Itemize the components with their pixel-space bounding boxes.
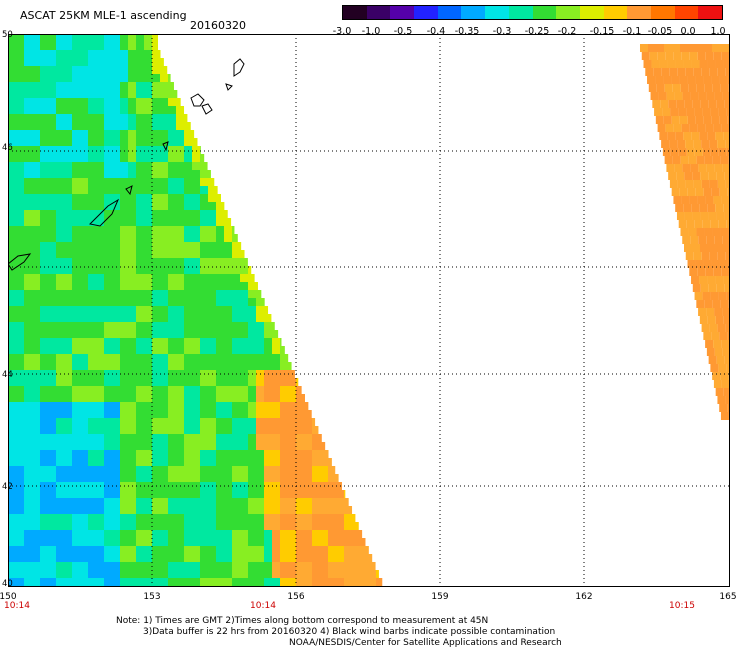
island-outline [225, 83, 233, 91]
color-scale-tick-label: -0.25 [524, 26, 550, 37]
latitude-label: 44 [2, 370, 13, 380]
color-scale-swatch [461, 6, 486, 19]
color-scale-tick-label: -0.5 [393, 26, 413, 37]
color-scale-swatch [485, 6, 509, 19]
color-scale-tick-label: -0.35 [454, 26, 480, 37]
island-outline [125, 185, 133, 196]
island-outline [162, 141, 169, 152]
lat-lon-grid [8, 34, 730, 587]
longitude-label: 150 [0, 592, 17, 602]
color-scale-tick-label: -0.15 [589, 26, 615, 37]
color-scale-tick-label: -1.0 [361, 26, 381, 37]
color-scale-tick-label: -0.2 [557, 26, 577, 37]
product-date: 20160320 [190, 19, 246, 32]
color-scale-swatch [414, 6, 438, 19]
longitude-label: 159 [431, 592, 449, 602]
color-scale-swatch [366, 6, 391, 19]
note-line-3: NOAA/NESDIS/Center for Satellite Applica… [289, 638, 562, 648]
coastline-layer [8, 58, 245, 271]
island-outline [8, 253, 32, 271]
latitude-label: 40 [2, 579, 13, 589]
color-scale-swatch [556, 6, 580, 19]
color-scale-tick-label: 1.0 [710, 26, 726, 37]
color-scale-swatch [390, 6, 415, 19]
longitude-label: 165 [719, 592, 737, 602]
longitude-label: 162 [575, 592, 593, 602]
island-outline [201, 103, 213, 115]
time-label: 10:15 [669, 601, 695, 611]
color-scale-tick-label: -0.1 [622, 26, 642, 37]
time-label: 10:14 [250, 601, 276, 611]
color-scale-tick-label: -0.3 [492, 26, 512, 37]
island-outline [190, 93, 205, 107]
color-scale-swatch [532, 6, 557, 19]
latitude-label: 46 [2, 143, 13, 153]
note-line-2: 3)Data buffer is 22 hrs from 20160320 4)… [143, 627, 556, 637]
longitude-label: 156 [287, 592, 305, 602]
longitude-label: 153 [143, 592, 161, 602]
island-outline [88, 198, 120, 227]
color-scale-tick-label: -0.05 [647, 26, 673, 37]
note-line-1: Note: 1) Times are GMT 2)Times along bot… [116, 616, 489, 626]
product-title: ASCAT 25KM MLE-1 ascending [20, 9, 187, 22]
color-scale-swatch [508, 6, 533, 19]
island-outline [233, 58, 245, 77]
time-label: 10:14 [4, 601, 30, 611]
color-scale-swatch [650, 6, 675, 19]
latitude-label: 50 [2, 30, 13, 40]
latitude-label: 42 [2, 482, 13, 492]
color-scale-swatch [674, 6, 699, 19]
color-scale-swatch [603, 6, 628, 19]
color-scale-swatch [579, 6, 604, 19]
color-scale-swatch [698, 6, 722, 19]
wind-swath-layer [8, 34, 730, 587]
color-scale-tick-label: 0.0 [680, 26, 696, 37]
color-scale-swatch [627, 6, 651, 19]
color-scale-tick-label: -3.0 [332, 26, 352, 37]
color-scale-bar [342, 5, 723, 20]
map-plot [8, 34, 730, 587]
color-scale-tick-label: -0.4 [426, 26, 446, 37]
plot-frame [8, 34, 730, 587]
color-scale-swatch [437, 6, 462, 19]
color-scale-swatch [343, 6, 367, 19]
